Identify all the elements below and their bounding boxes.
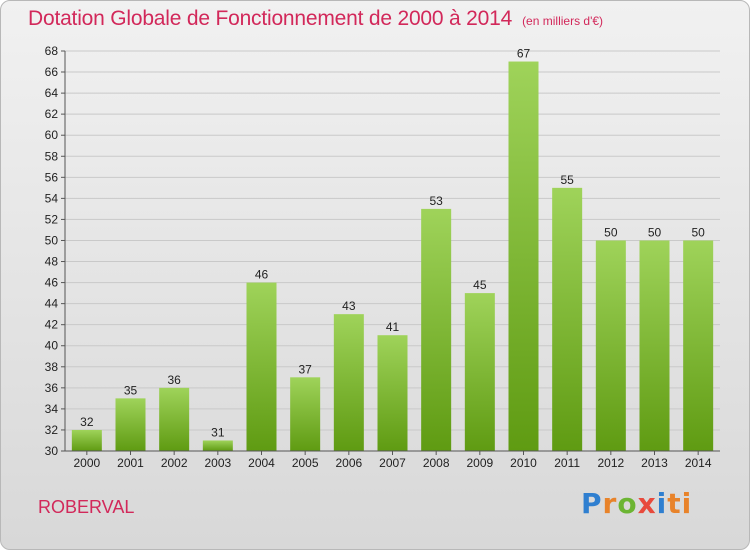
bar-value-label: 53 <box>429 194 443 208</box>
y-tick-label: 46 <box>45 276 59 290</box>
bar <box>246 282 277 451</box>
logo-letter: i <box>656 487 668 520</box>
y-tick-label: 50 <box>45 233 59 247</box>
bar <box>159 387 190 451</box>
bar <box>333 314 364 451</box>
x-axis-ticks: 2000 2001 2002 2003 2004 2005 2006 2007 2008 2009… <box>73 451 712 470</box>
x-tick-label: 2012 <box>597 456 624 470</box>
bar-value-label: 67 <box>517 47 531 61</box>
x-tick-label: 2014 <box>685 456 712 470</box>
logo-letter: P <box>581 487 603 520</box>
x-tick-label: 2001 <box>117 456 144 470</box>
y-tick-label: 56 <box>45 170 59 184</box>
y-tick-label: 40 <box>45 339 59 353</box>
bar <box>508 61 539 452</box>
bar <box>377 335 408 451</box>
x-tick-label: 2005 <box>292 456 319 470</box>
bar-value-label: 43 <box>342 299 356 313</box>
logo-letter: o <box>617 487 638 520</box>
bar-value-label: 31 <box>211 425 225 439</box>
x-tick-label: 2013 <box>641 456 668 470</box>
y-tick-label: 60 <box>45 128 59 142</box>
bar <box>639 240 670 451</box>
x-tick-label: 2000 <box>73 456 100 470</box>
bar-value-label: 50 <box>604 225 618 239</box>
y-tick-label: 42 <box>45 318 59 332</box>
y-tick-label: 66 <box>45 65 59 79</box>
logo-letter: x <box>637 487 657 520</box>
x-tick-label: 2010 <box>510 456 537 470</box>
x-tick-label: 2011 <box>554 456 580 470</box>
bar <box>683 240 714 451</box>
chart-title: Dotation Globale de Fonctionnement de 20… <box>28 7 603 31</box>
y-axis-ticks: 30 32 34 36 38 40 42 44 46 48 50 52 54 56 58 60 62 64 66 68 <box>45 44 65 458</box>
bar-value-label: 35 <box>124 383 138 397</box>
y-tick-label: 68 <box>45 44 59 58</box>
bar-value-label: 32 <box>80 415 94 429</box>
proxiti-logo[interactable]: Proxiti <box>581 487 692 520</box>
bar <box>464 293 495 451</box>
y-tick-label: 32 <box>45 423 59 437</box>
bar-value-label: 55 <box>560 173 574 187</box>
commune-name: ROBERVAL <box>38 497 135 517</box>
x-tick-label: 2009 <box>466 456 493 470</box>
bar <box>290 377 321 451</box>
y-tick-label: 38 <box>45 360 59 374</box>
bars: 32 35 36 31 46 37 43 41 53 45 67 55 50 50 50 <box>71 47 714 452</box>
y-tick-label: 54 <box>45 191 59 205</box>
y-tick-label: 30 <box>45 444 59 458</box>
bar-value-label: 41 <box>386 320 400 334</box>
bar <box>595 240 626 451</box>
logo-letter: ti <box>667 487 693 520</box>
bar <box>115 398 146 451</box>
x-tick-label: 2004 <box>248 456 275 470</box>
y-tick-label: 44 <box>45 297 59 311</box>
x-tick-label: 2002 <box>161 456 188 470</box>
y-tick-label: 58 <box>45 149 59 163</box>
x-tick-label: 2006 <box>335 456 362 470</box>
y-tick-label: 48 <box>45 255 59 269</box>
axes <box>64 51 720 452</box>
y-tick-label: 52 <box>45 212 59 226</box>
x-tick-label: 2007 <box>379 456 406 470</box>
bar <box>552 187 583 451</box>
logo-letter: r <box>602 487 618 520</box>
bar-value-label: 37 <box>298 362 312 376</box>
bar-value-label: 46 <box>255 268 269 282</box>
bar-value-label: 45 <box>473 278 487 292</box>
chart-subtitle: (en milliers d'€) <box>522 14 604 28</box>
y-tick-label: 62 <box>45 107 59 121</box>
bar <box>421 208 452 451</box>
bar-value-label: 50 <box>691 225 705 239</box>
y-tick-label: 34 <box>45 402 59 416</box>
bar-value-label: 50 <box>648 225 662 239</box>
x-tick-label: 2003 <box>204 456 231 470</box>
bar-value-label: 36 <box>167 373 181 387</box>
y-tick-label: 64 <box>45 86 59 100</box>
chart-title-text: Dotation Globale de Fonctionnement de 20… <box>28 7 513 30</box>
bar <box>202 440 233 451</box>
x-tick-label: 2008 <box>423 456 450 470</box>
bar <box>71 429 102 451</box>
y-tick-label: 36 <box>45 381 59 395</box>
